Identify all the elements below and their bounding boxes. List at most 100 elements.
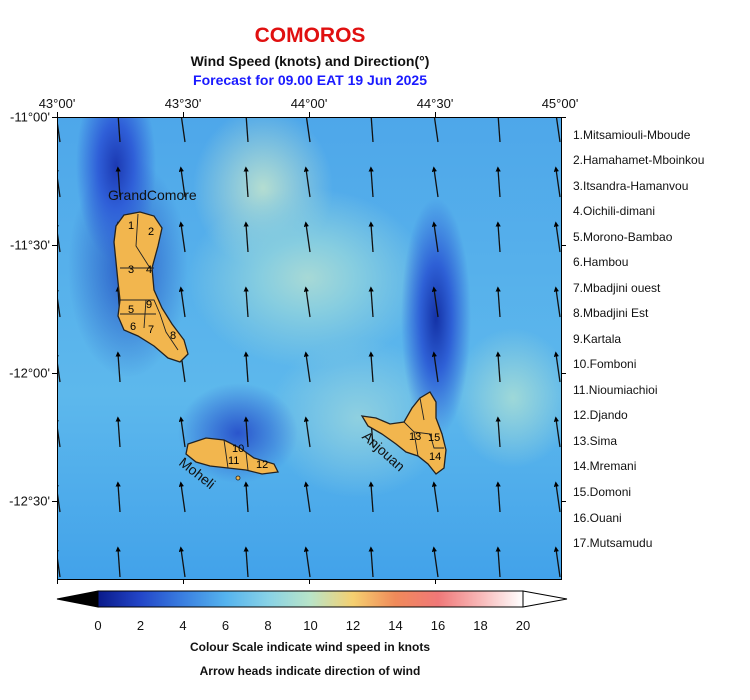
grand-comore-label: GrandComore <box>108 187 197 203</box>
wind-arrow <box>495 416 501 448</box>
region-number: 12 <box>256 459 269 471</box>
region-number: 9 <box>146 299 153 311</box>
wind-arrow <box>497 118 501 143</box>
region-number: 4 <box>146 264 153 276</box>
wind-arrow <box>303 416 311 448</box>
region-number: 3 <box>128 264 135 276</box>
wind-arrow <box>431 351 439 383</box>
region-number: 13 <box>409 431 422 443</box>
colour-scale-tick-label: 2 <box>136 618 145 633</box>
wind-arrow <box>431 546 439 578</box>
region-number: 14 <box>429 451 442 463</box>
region-number: 6 <box>130 321 137 333</box>
wind-arrow <box>553 481 561 513</box>
wind-arrow <box>115 416 121 448</box>
colour-scale-tick-label: 14 <box>388 618 403 633</box>
wind-arrow <box>370 118 374 143</box>
lon-label-44-30: 44°30' <box>416 96 454 111</box>
tick <box>435 579 436 584</box>
colour-scale-tick-label: 16 <box>430 618 446 633</box>
region-legend-item: 4.Oichili-dimani <box>573 204 656 218</box>
wind-arrow <box>368 286 374 318</box>
wind-arrow <box>115 546 121 578</box>
region-number: 5 <box>128 304 135 316</box>
tick <box>52 501 57 502</box>
colour-scale-caption: Colour Scale indicate wind speed in knot… <box>189 640 431 654</box>
tick <box>52 373 57 374</box>
wind-arrow <box>495 166 501 198</box>
region-legend-item: 12.Djando <box>573 408 628 422</box>
region-legend-item: 2.Hamahamet-Mboinkou <box>573 153 705 167</box>
wind-arrow <box>178 221 186 253</box>
wind-arrow <box>58 416 61 448</box>
wind-arrow <box>58 481 61 513</box>
colour-scale-tick-label: 18 <box>473 618 488 633</box>
wind-arrow <box>245 118 249 143</box>
wind-arrow <box>178 166 186 198</box>
wind-arrow <box>495 221 501 253</box>
tick <box>561 373 566 374</box>
colour-scale-tick-label: 10 <box>303 618 318 633</box>
anjouan-island <box>360 391 447 475</box>
wind-arrow <box>58 351 61 383</box>
wind-arrow <box>303 166 311 198</box>
wind-arrow <box>433 118 439 143</box>
region-legend-item: 7.Mbadjini ouest <box>573 281 661 295</box>
grand-comore-island <box>113 211 189 363</box>
wind-arrow <box>368 351 374 383</box>
colour-scale-tick-label: 0 <box>94 618 102 633</box>
region-legend-item: 5.Morono-Bambao <box>573 230 673 244</box>
wind-arrow <box>431 286 439 318</box>
wind-arrow <box>243 481 249 513</box>
wind-arrow <box>115 351 121 383</box>
wind-arrow <box>58 286 61 318</box>
tick <box>57 579 58 584</box>
map-title: COMOROS <box>254 24 366 47</box>
lat-label-11-00: -11°00' <box>10 109 50 125</box>
tick <box>309 112 310 117</box>
region-legend-item: 8.Mbadjini Est <box>573 306 649 320</box>
region-legend-item: 3.Itsandra-Hamanvou <box>573 179 689 193</box>
region-legend-item: 9.Kartala <box>573 332 622 346</box>
wind-arrow <box>115 481 121 513</box>
region-legend-item: 11.Nioumiachioi <box>573 383 658 397</box>
lon-label-45-00: 45°00' <box>541 96 579 111</box>
wind-arrow <box>553 546 561 578</box>
wind-arrow <box>178 546 186 578</box>
wind-arrow <box>243 416 249 448</box>
wind-map[interactable]: GrandComore Moheli Anjouan 1 2 3 4 5 6 7… <box>57 117 562 580</box>
wind-arrow <box>431 221 439 253</box>
region-legend-item: 17.Mutsamudu <box>573 536 653 550</box>
tick <box>435 112 436 117</box>
wind-arrow <box>431 166 439 198</box>
tick <box>57 112 58 117</box>
colour-scale-tick-label: 12 <box>345 618 361 633</box>
wind-arrow <box>243 221 249 253</box>
map-subtitle: Wind Speed (knots) and Direction(°) <box>190 53 430 69</box>
region-legend-item: 14.Mremani <box>573 459 637 473</box>
map-overlay <box>58 118 561 578</box>
lat-label-12-30: -12°30' <box>9 493 50 509</box>
colour-scale-tick-label: 4 <box>179 618 187 633</box>
wind-arrow <box>303 546 311 578</box>
wind-arrow <box>243 166 249 198</box>
wind-arrow <box>115 166 121 198</box>
wind-arrow <box>368 166 374 198</box>
colour-scale-bar <box>56 590 568 608</box>
region-legend-item: 1.Mitsamiouli-Mboude <box>573 128 691 142</box>
wind-arrow <box>180 118 186 143</box>
wind-arrow <box>555 118 561 143</box>
wind-arrow <box>553 221 561 253</box>
wind-arrow <box>303 351 311 383</box>
wind-arrow <box>303 481 311 513</box>
wind-arrow <box>58 166 61 198</box>
tick <box>52 117 57 118</box>
wind-arrow <box>553 286 561 318</box>
lon-label-44-00: 44°00' <box>290 96 328 111</box>
arrow-note: Arrow heads indicate direction of wind <box>199 664 421 678</box>
moheli-island <box>185 437 279 481</box>
region-number: 1 <box>128 220 135 232</box>
wind-arrow <box>495 481 501 513</box>
region-legend-item: 6.Hambou <box>573 255 629 269</box>
tick <box>561 117 566 118</box>
